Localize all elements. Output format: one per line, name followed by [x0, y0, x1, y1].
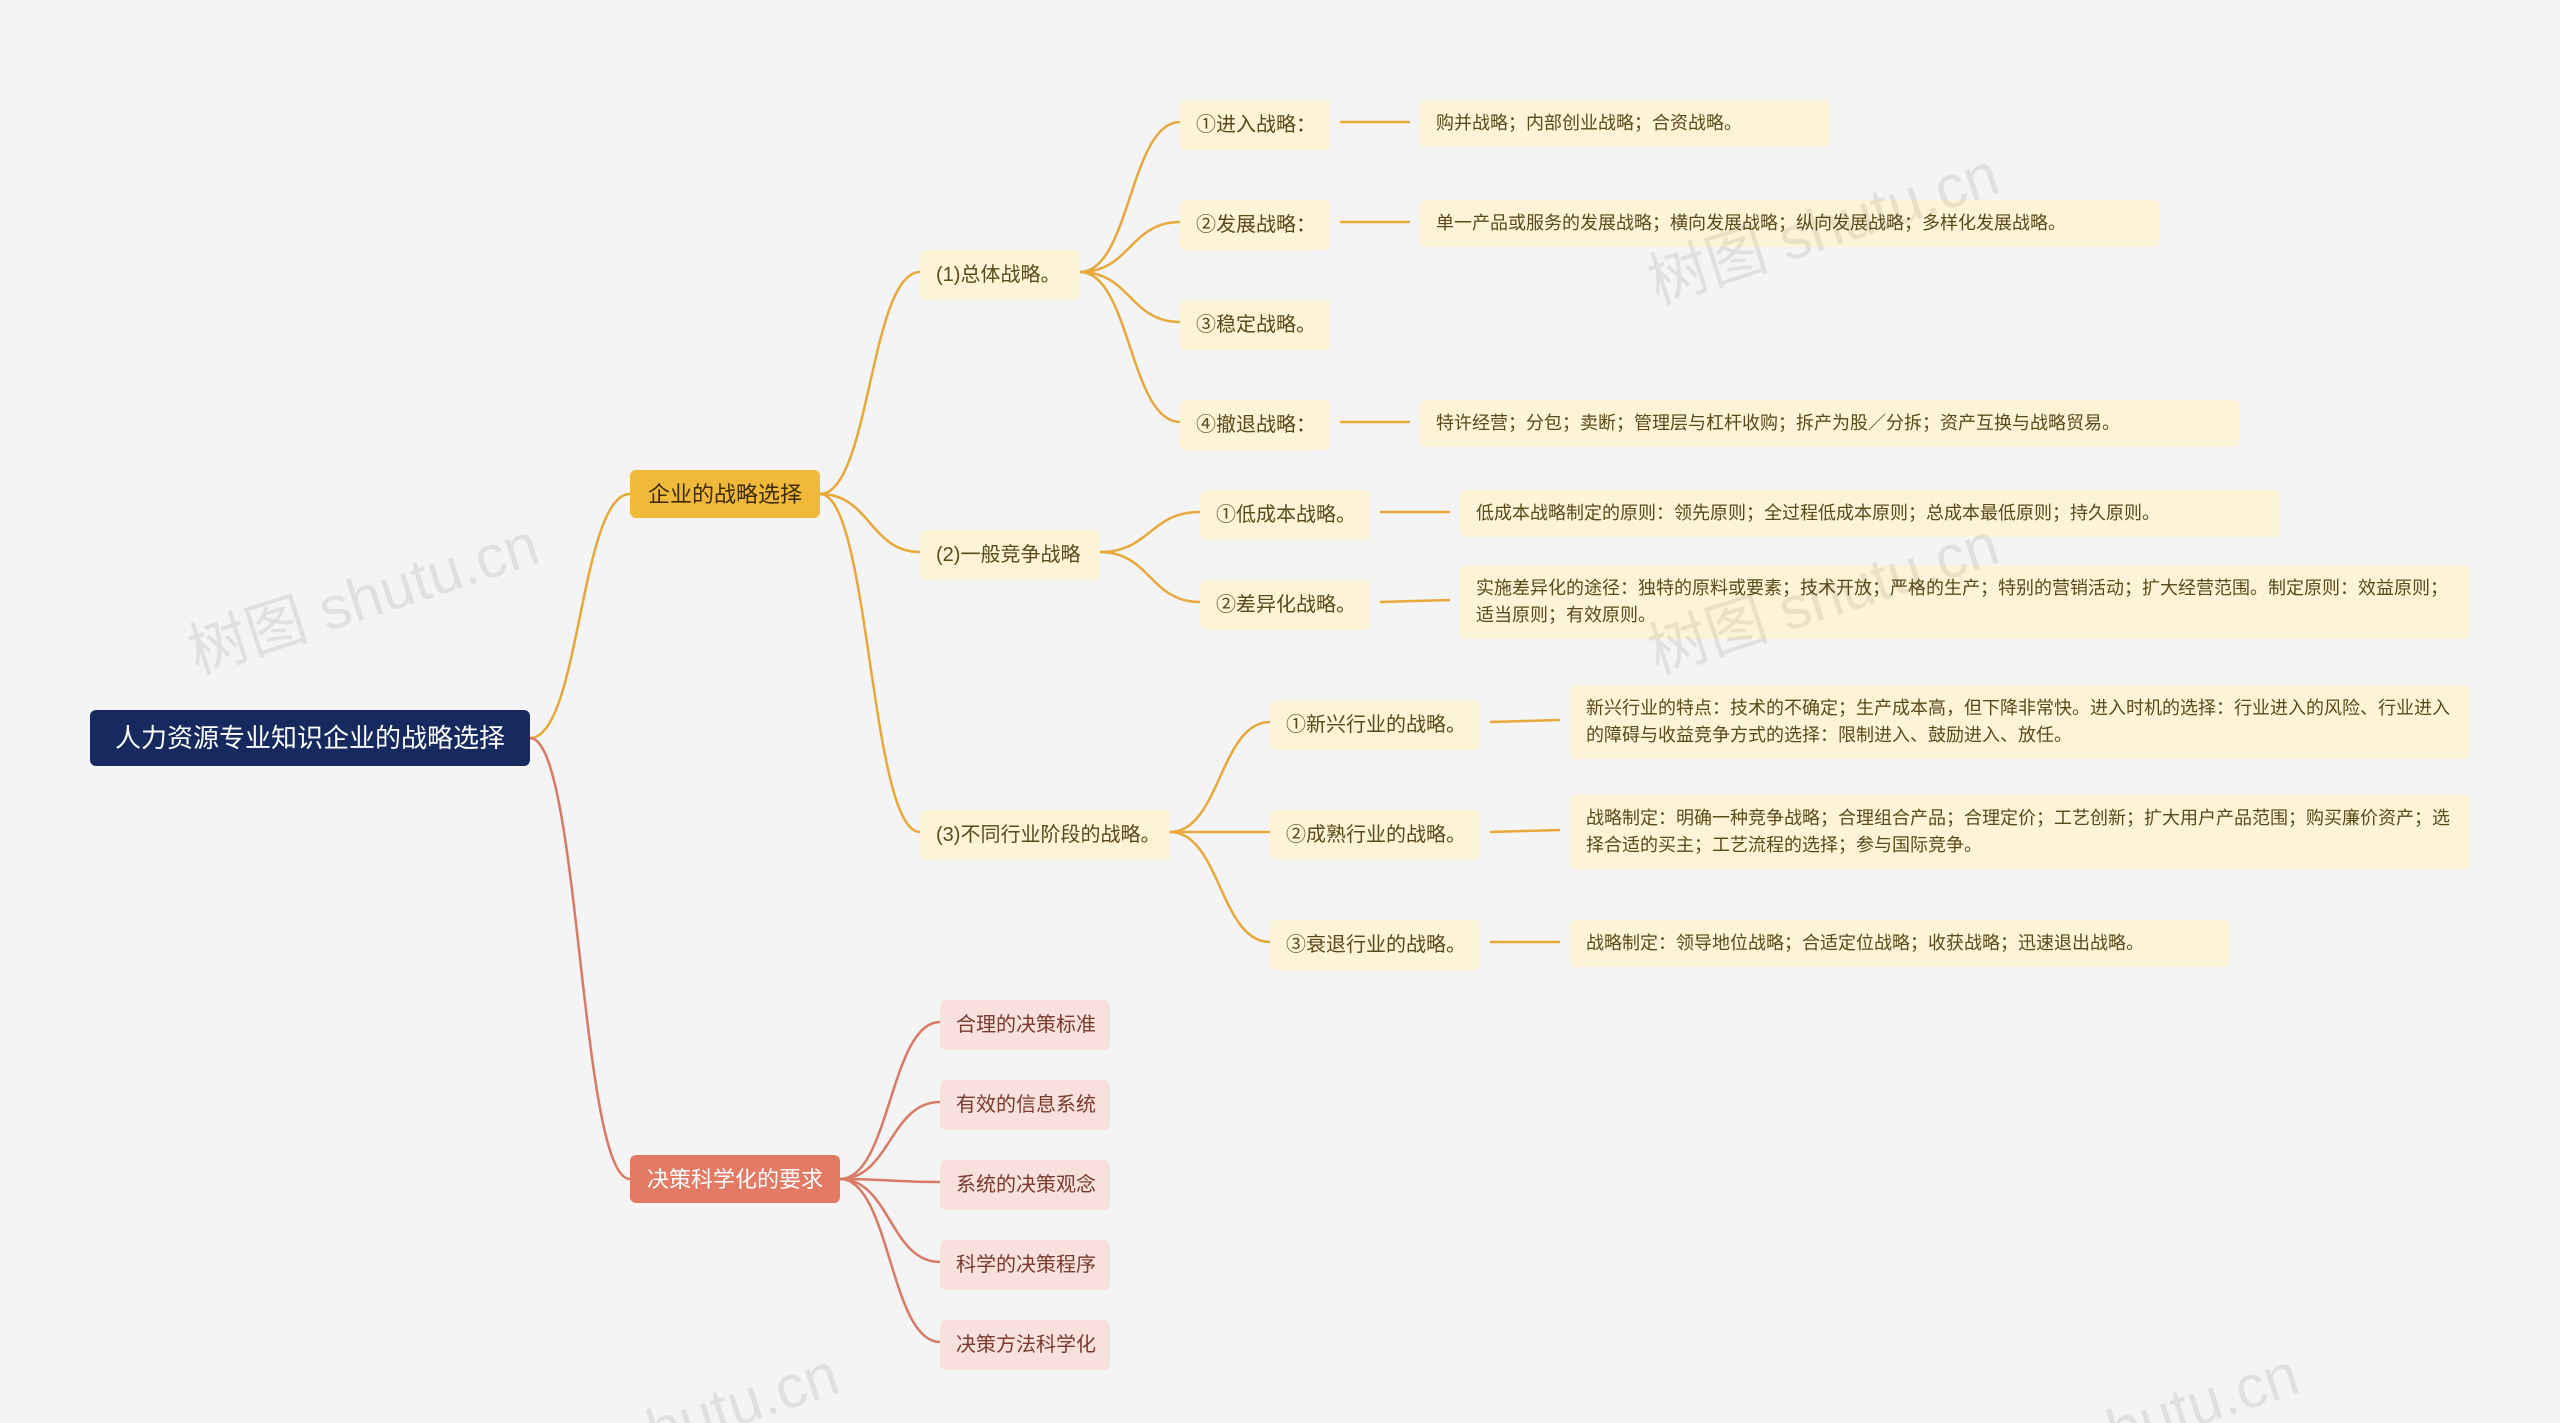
level2-node[interactable]: 有效的信息系统	[940, 1080, 1110, 1130]
watermark: 树图 shutu.cn	[1935, 1326, 2308, 1423]
leaf-node[interactable]: 特许经营；分包；卖断；管理层与杠杆收购；拆产为股／分拆；资产互换与战略贸易。	[1420, 400, 2240, 447]
leaf-node[interactable]: 战略制定：明确一种竞争战略；合理组合产品；合理定价；工艺创新；扩大用户产品范围；…	[1570, 795, 2470, 869]
branch-node[interactable]: 企业的战略选择	[630, 470, 820, 518]
level3-node[interactable]: ③稳定战略。	[1180, 300, 1330, 350]
leaf-node[interactable]: 战略制定：领导地位战略；合适定位战略；收获战略；迅速退出战略。	[1570, 920, 2230, 967]
root-node[interactable]: 人力资源专业知识企业的战略选择	[90, 710, 530, 766]
level2-node[interactable]: 系统的决策观念	[940, 1160, 1110, 1210]
level3-node[interactable]: ②成熟行业的战略。	[1270, 810, 1480, 860]
branch-node[interactable]: 决策科学化的要求	[630, 1155, 840, 1203]
leaf-node[interactable]: 购并战略；内部创业战略；合资战略。	[1420, 100, 1830, 147]
level3-node[interactable]: ①低成本战略。	[1200, 490, 1370, 540]
level2-node[interactable]: 决策方法科学化	[940, 1320, 1110, 1370]
level2-node[interactable]: (1)总体战略。	[920, 250, 1080, 300]
leaf-node[interactable]: 实施差异化的途径：独特的原料或要素；技术开放；严格的生产；特别的营销活动；扩大经…	[1460, 565, 2470, 639]
level3-node[interactable]: ③衰退行业的战略。	[1270, 920, 1480, 970]
watermark: 树图 shutu.cn	[175, 496, 548, 691]
level3-node[interactable]: ①进入战略：	[1180, 100, 1330, 150]
level2-node[interactable]: (2)一般竞争战略	[920, 530, 1100, 580]
leaf-node[interactable]: 单一产品或服务的发展战略；横向发展战略；纵向发展战略；多样化发展战略。	[1420, 200, 2160, 247]
level2-node[interactable]: 科学的决策程序	[940, 1240, 1110, 1290]
leaf-node[interactable]: 新兴行业的特点：技术的不确定；生产成本高，但下降非常快。进入时机的选择：行业进入…	[1570, 685, 2470, 759]
level2-node[interactable]: 合理的决策标准	[940, 1000, 1110, 1050]
watermark: 树图 shutu.cn	[475, 1326, 848, 1423]
level3-node[interactable]: ②发展战略：	[1180, 200, 1330, 250]
level3-node[interactable]: ②差异化战略。	[1200, 580, 1370, 630]
leaf-node[interactable]: 低成本战略制定的原则：领先原则；全过程低成本原则；总成本最低原则；持久原则。	[1460, 490, 2280, 537]
level3-node[interactable]: ①新兴行业的战略。	[1270, 700, 1480, 750]
level2-node[interactable]: (3)不同行业阶段的战略。	[920, 810, 1170, 860]
mindmap-canvas: 人力资源专业知识企业的战略选择 企业的战略选择 (1)总体战略。 ①进入战略： 购并战略…	[0, 0, 2560, 1423]
level3-node[interactable]: ④撤退战略：	[1180, 400, 1330, 450]
